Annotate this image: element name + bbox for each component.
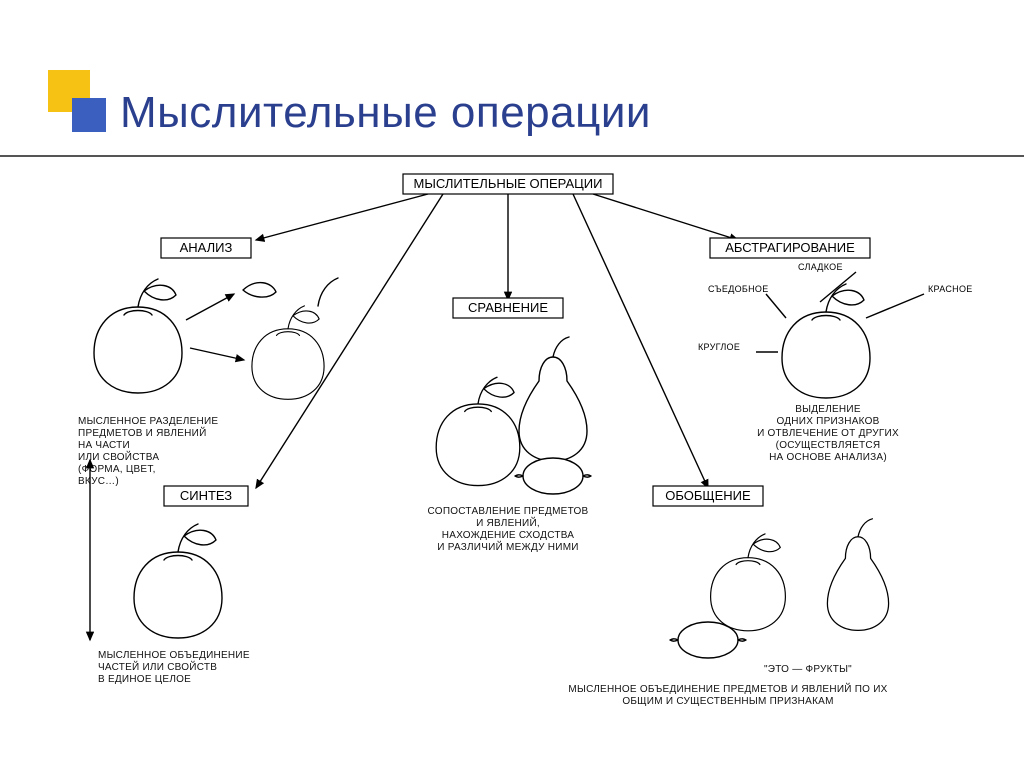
op-comparison: СРАВНЕНИЕ xyxy=(453,298,563,318)
op-generalization: ОБОБЩЕНИЕ xyxy=(653,486,763,506)
slide-title: Мыслительные операции xyxy=(120,88,651,138)
svg-text:ЧАСТЕЙ ИЛИ СВОЙСТВ: ЧАСТЕЙ ИЛИ СВОЙСТВ xyxy=(98,660,217,673)
comparison-group: СОПОСТАВЛЕНИЕ ПРЕДМЕТОВИ ЯВЛЕНИЙ,НАХОЖДЕ… xyxy=(428,337,591,553)
root-label: МЫСЛИТЕЛЬНЫЕ ОПЕРАЦИИ xyxy=(414,176,603,191)
decor-square-blue xyxy=(72,98,106,132)
generalization-group: "ЭТО — ФРУКТЫ" МЫСЛЕННОЕ ОБЪЕДИНЕНИЕ ПРЕ… xyxy=(568,519,888,707)
svg-text:СЪЕДОБНОЕ: СЪЕДОБНОЕ xyxy=(708,284,769,294)
svg-text:ОДНИХ ПРИЗНАКОВ: ОДНИХ ПРИЗНАКОВ xyxy=(776,416,879,427)
op-synthesis: СИНТЕЗ xyxy=(164,486,248,506)
svg-text:СЛАДКОЕ: СЛАДКОЕ xyxy=(798,262,843,272)
svg-text:СОПОСТАВЛЕНИЕ ПРЕДМЕТОВ: СОПОСТАВЛЕНИЕ ПРЕДМЕТОВ xyxy=(428,506,589,517)
analysis-part-body xyxy=(252,306,324,399)
svg-text:СРАВНЕНИЕ: СРАВНЕНИЕ xyxy=(468,300,548,315)
analysis-part-leaf xyxy=(243,283,276,297)
svg-text:ПРЕДМЕТОВ И ЯВЛЕНИЙ: ПРЕДМЕТОВ И ЯВЛЕНИЙ xyxy=(78,426,207,439)
svg-text:СИНТЕЗ: СИНТЕЗ xyxy=(180,488,232,503)
analysis-group: МЫСЛЕННОЕ РАЗДЕЛЕНИЕПРЕДМЕТОВ И ЯВЛЕНИЙН… xyxy=(78,278,338,487)
svg-text:НА ОСНОВЕ АНАЛИЗА): НА ОСНОВЕ АНАЛИЗА) xyxy=(769,452,887,463)
svg-text:И РАЗЛИЧИЙ МЕЖДУ НИМИ: И РАЗЛИЧИЙ МЕЖДУ НИМИ xyxy=(437,540,578,553)
svg-text:В ЕДИНОЕ ЦЕЛОЕ: В ЕДИНОЕ ЦЕЛОЕ xyxy=(98,674,191,685)
slide: Мыслительные операции xyxy=(0,0,1024,768)
comparison-caption: СОПОСТАВЛЕНИЕ ПРЕДМЕТОВИ ЯВЛЕНИЙ,НАХОЖДЕ… xyxy=(428,506,589,553)
abstraction-group: СЛАДКОЕ СЪЕДОБНОЕ КРУГЛОЕ КРАСНОЕ ВЫДЕЛЕНИЕ… xyxy=(698,262,973,463)
svg-text:НАХОЖДЕНИЕ СХОДСТВА: НАХОЖДЕНИЕ СХОДСТВА xyxy=(442,530,574,541)
svg-text:МЫСЛЕННОЕ РАЗДЕЛЕНИЕ: МЫСЛЕННОЕ РАЗДЕЛЕНИЕ xyxy=(78,416,218,427)
svg-text:(ОСУЩЕСТВЛЯЕТСЯ: (ОСУЩЕСТВЛЯЕТСЯ xyxy=(776,440,881,451)
svg-text:КРУГЛОЕ: КРУГЛОЕ xyxy=(698,342,740,352)
svg-text:ОБОБЩЕНИЕ: ОБОБЩЕНИЕ xyxy=(665,488,751,503)
title-rule xyxy=(0,155,1024,157)
abstraction-caption: ВЫДЕЛЕНИЕОДНИХ ПРИЗНАКОВИ ОТВЛЕЧЕНИЕ ОТ … xyxy=(757,404,899,463)
generalization-caption: МЫСЛЕННОЕ ОБЪЕДИНЕНИЕ ПРЕДМЕТОВ И ЯВЛЕНИ… xyxy=(568,682,887,707)
svg-text:КРАСНОЕ: КРАСНОЕ xyxy=(928,284,973,294)
svg-text:МЫСЛЕННОЕ ОБЪЕДИНЕНИЕ ПРЕДМЕТО: МЫСЛЕННОЕ ОБЪЕДИНЕНИЕ ПРЕДМЕТОВ И ЯВЛЕНИ… xyxy=(568,682,887,695)
op-analysis: АНАЛИЗ xyxy=(161,238,251,258)
svg-text:АБСТРАГИРОВАНИЕ: АБСТРАГИРОВАНИЕ xyxy=(725,240,855,255)
root-node: МЫСЛИТЕЛЬНЫЕ ОПЕРАЦИИ xyxy=(403,174,613,194)
svg-text:ВЫДЕЛЕНИЕ: ВЫДЕЛЕНИЕ xyxy=(795,404,861,415)
svg-text:МЫСЛЕННОЕ ОБЪЕДИНЕНИЕ: МЫСЛЕННОЕ ОБЪЕДИНЕНИЕ xyxy=(98,650,250,661)
op-abstraction: АБСТРАГИРОВАНИЕ xyxy=(710,238,870,258)
synthesis-group: МЫСЛЕННОЕ ОБЪЕДИНЕНИЕЧАСТЕЙ ИЛИ СВОЙСТВВ… xyxy=(98,524,250,685)
svg-text:ОБЩИМ И СУЩЕСТВЕННЫМ ПРИЗНАКАМ: ОБЩИМ И СУЩЕСТВЕННЫМ ПРИЗНАКАМ xyxy=(622,696,833,707)
analysis-part-stem xyxy=(318,278,338,306)
diagram-stage: МЫСЛИТЕЛЬНЫЕ ОПЕРАЦИИ АНАЛИЗ СИНТЕЗ СРАВНЕ… xyxy=(8,160,1016,760)
synthesis-caption: МЫСЛЕННОЕ ОБЪЕДИНЕНИЕЧАСТЕЙ ИЛИ СВОЙСТВВ… xyxy=(98,650,250,685)
svg-text:НА ЧАСТИ: НА ЧАСТИ xyxy=(78,440,130,451)
svg-text:ВКУС…): ВКУС…) xyxy=(78,476,119,487)
svg-text:АНАЛИЗ: АНАЛИЗ xyxy=(180,240,233,255)
operations-diagram: МЫСЛИТЕЛЬНЫЕ ОПЕРАЦИИ АНАЛИЗ СИНТЕЗ СРАВНЕ… xyxy=(8,160,1016,760)
generalization-quote: "ЭТО — ФРУКТЫ" xyxy=(764,664,852,675)
svg-text:И ОТВЛЕЧЕНИЕ ОТ ДРУГИХ: И ОТВЛЕЧЕНИЕ ОТ ДРУГИХ xyxy=(757,428,899,439)
analysis-caption: МЫСЛЕННОЕ РАЗДЕЛЕНИЕПРЕДМЕТОВ И ЯВЛЕНИЙН… xyxy=(78,416,218,487)
svg-text:И ЯВЛЕНИЙ,: И ЯВЛЕНИЙ, xyxy=(476,516,540,529)
